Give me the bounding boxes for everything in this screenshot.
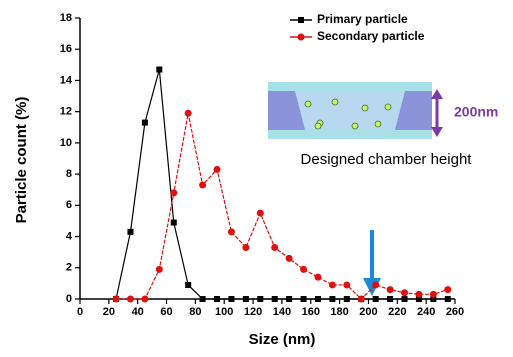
y-tick-label: 12 <box>60 106 72 118</box>
x-tick-label: 180 <box>330 306 348 318</box>
data-point <box>184 109 192 117</box>
chamber-inset <box>268 82 443 139</box>
data-point <box>112 295 120 303</box>
data-point <box>372 296 379 302</box>
legend-marker <box>298 17 304 23</box>
data-point <box>328 281 336 289</box>
x-tick-label: 40 <box>132 306 144 318</box>
data-point <box>430 296 437 302</box>
y-tick-label: 10 <box>60 137 72 149</box>
data-point <box>329 296 336 302</box>
legend-label: Secondary particle <box>317 29 425 43</box>
data-point <box>228 296 235 302</box>
y-axis-label: Particle count (%) <box>13 97 30 224</box>
data-point <box>271 296 278 302</box>
legend-label: Primary particle <box>317 12 408 26</box>
data-point <box>286 296 293 302</box>
y-tick-label: 2 <box>66 262 72 274</box>
particles <box>304 98 392 130</box>
x-tick-label: 100 <box>215 306 233 318</box>
data-point <box>357 295 365 303</box>
data-point <box>372 281 380 289</box>
y-tick-label: 4 <box>66 230 73 242</box>
y-tick-label: 16 <box>60 43 72 55</box>
data-point <box>387 296 394 302</box>
data-point <box>199 181 207 189</box>
inset-caption: Designed chamber height <box>301 151 473 168</box>
data-point <box>214 296 221 302</box>
x-tick-label: 240 <box>417 306 435 318</box>
data-point <box>314 273 322 281</box>
y-tick-label: 14 <box>60 74 73 86</box>
data-point <box>242 296 249 302</box>
data-point <box>343 281 351 289</box>
data-point <box>415 290 423 298</box>
x-tick-label: 140 <box>273 306 291 318</box>
data-point <box>242 243 250 251</box>
chamber-top <box>268 82 432 91</box>
data-point <box>300 296 307 302</box>
data-point <box>213 165 221 173</box>
chamber-channel <box>295 91 405 130</box>
data-point <box>185 281 192 288</box>
data-point <box>300 265 308 273</box>
legend-marker <box>297 33 305 41</box>
data-point <box>227 228 235 236</box>
data-point <box>257 296 264 302</box>
data-point <box>126 295 134 303</box>
chamber-bottom <box>268 130 432 139</box>
data-point <box>401 296 408 302</box>
x-axis-label: Size (nm) <box>249 331 316 348</box>
data-point <box>155 265 163 273</box>
height-arrow-head <box>431 127 443 137</box>
data-point <box>401 289 409 297</box>
data-point <box>141 295 149 303</box>
data-point <box>444 296 451 302</box>
data-point <box>386 286 394 294</box>
data-point <box>285 254 293 262</box>
data-point <box>429 290 437 298</box>
x-tick-label: 20 <box>103 306 115 318</box>
data-point <box>271 243 279 251</box>
data-point <box>127 228 134 235</box>
x-tick-label: 60 <box>160 306 172 318</box>
data-point <box>156 66 163 73</box>
y-tick-label: 18 <box>60 12 72 24</box>
height-arrow-head <box>431 89 443 99</box>
x-tick-label: 80 <box>189 306 201 318</box>
x-tick-label: 220 <box>388 306 406 318</box>
data-point <box>415 296 422 302</box>
data-point <box>256 209 264 217</box>
x-tick-label: 200 <box>359 306 377 318</box>
x-tick-label: 160 <box>302 306 320 318</box>
data-point <box>444 286 452 294</box>
x-tick-label: 260 <box>446 306 464 318</box>
data-point <box>170 219 177 226</box>
data-point <box>141 119 148 126</box>
data-point <box>170 189 178 197</box>
x-tick-label: 0 <box>77 306 83 318</box>
data-point <box>314 296 321 302</box>
y-tick-label: 8 <box>66 168 72 180</box>
x-tick-label: 120 <box>244 306 262 318</box>
data-point <box>343 296 350 302</box>
data-point <box>199 296 206 302</box>
y-tick-label: 6 <box>66 199 72 211</box>
height-label: 200nm <box>454 104 498 120</box>
y-tick-label: 0 <box>66 293 72 305</box>
